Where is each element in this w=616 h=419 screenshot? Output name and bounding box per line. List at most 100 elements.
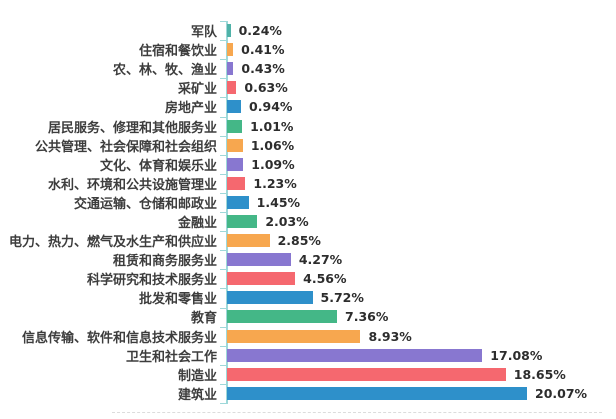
plot-cell: 8.93% [227, 327, 616, 346]
bar-4[interactable] [227, 81, 237, 95]
chart-row: 卫生和社会工作 17.08% [0, 346, 616, 365]
bar-16[interactable] [227, 310, 337, 324]
bar-3[interactable] [227, 62, 234, 76]
chart-row: 公共管理、社会保障和社会组织 1.06% [0, 136, 616, 155]
category-label: 水利、环境和公共设施管理业 [47, 177, 217, 193]
axis-tick [220, 155, 226, 156]
category-label: 建筑业 [177, 387, 217, 403]
value-label: 1.06% [250, 137, 295, 153]
plot-cell: 0.41% [227, 40, 616, 59]
chart-row: 交通运输、仓储和邮政业 1.45% [0, 193, 616, 212]
bar-10[interactable] [227, 195, 249, 209]
category-label: 文化、体育和娱乐业 [99, 158, 217, 174]
chart-row: 建筑业 20.07% [0, 384, 616, 403]
axis-tick [220, 365, 226, 366]
bar-15[interactable] [227, 291, 313, 305]
plot-cell: 1.09% [227, 155, 616, 174]
category-label: 军队 [190, 25, 217, 41]
plot-cell: 4.56% [227, 269, 616, 288]
chart-row: 水利、环境和公共设施管理业 1.23% [0, 174, 616, 193]
category-axis-line [226, 21, 228, 404]
axis-tick [220, 78, 226, 79]
bar-12[interactable] [227, 234, 270, 248]
chart-row: 批发和零售业 5.72% [0, 288, 616, 307]
axis-tick [220, 250, 226, 251]
axis-tick [220, 403, 226, 404]
axis-tick [220, 231, 226, 232]
bar-7[interactable] [227, 138, 243, 152]
value-label: 4.56% [303, 271, 347, 287]
chart-rows: 军队 0.24% 住宿和餐饮业 0.41% 农、林、牧、渔业 0.43% 采矿业 0.63% 房… [0, 21, 616, 403]
bar-6[interactable] [227, 119, 243, 133]
bar-9[interactable] [227, 176, 246, 190]
plot-cell: 1.01% [227, 116, 616, 135]
chart-row: 科学研究和技术服务业 4.56% [0, 269, 616, 288]
plot-cell: 0.43% [227, 59, 616, 78]
category-label: 居民服务、修理和其他服务业 [47, 120, 217, 136]
category-label: 批发和零售业 [138, 292, 217, 308]
bar-17[interactable] [227, 329, 361, 343]
chart-row: 住宿和餐饮业 0.41% [0, 40, 616, 59]
bar-5[interactable] [227, 100, 242, 114]
bar-13[interactable] [227, 253, 291, 267]
value-label: 5.72% [320, 290, 364, 306]
value-label: 1.23% [253, 175, 297, 191]
value-label: 8.93% [368, 328, 412, 344]
bar-8[interactable] [227, 157, 244, 171]
plot-cell: 2.03% [227, 212, 616, 231]
value-label: 1.09% [251, 156, 295, 172]
bar-2[interactable] [227, 43, 234, 57]
category-label: 信息传输、软件和信息技术服务业 [21, 330, 217, 346]
category-label: 房地产业 [164, 101, 217, 117]
category-label: 金融业 [177, 215, 217, 231]
plot-cell: 18.65% [227, 365, 616, 384]
value-label: 18.65% [513, 366, 566, 382]
plot-cell: 4.27% [227, 250, 616, 269]
axis-tick [220, 212, 226, 213]
axis-tick [220, 327, 226, 328]
axis-tick [220, 346, 226, 347]
chart-row: 房地产业 0.94% [0, 97, 616, 116]
plot-cell: 17.08% [227, 346, 616, 365]
plot-cell: 0.24% [227, 21, 616, 40]
axis-tick [220, 288, 226, 289]
value-label: 0.94% [249, 99, 293, 115]
bar-19[interactable] [227, 367, 506, 381]
bar-18[interactable] [227, 348, 483, 362]
plot-cell: 2.85% [227, 231, 616, 250]
category-label: 住宿和餐饮业 [138, 44, 217, 60]
chart-row: 军队 0.24% [0, 21, 616, 40]
plot-cell: 5.72% [227, 288, 616, 307]
value-label: 1.45% [256, 194, 301, 210]
chart-row: 金融业 2.03% [0, 212, 616, 231]
chart-row: 采矿业 0.63% [0, 78, 616, 97]
chart-row: 电力、热力、燃气及水生产和供应业 2.85% [0, 231, 616, 250]
plot-cell: 1.45% [227, 193, 616, 212]
axis-tick [220, 40, 226, 41]
bar-20[interactable] [227, 386, 527, 400]
axis-tick [220, 174, 226, 175]
category-label: 采矿业 [177, 82, 217, 98]
bottom-gridline [112, 412, 602, 413]
category-label: 交通运输、仓储和邮政业 [73, 196, 217, 212]
axis-tick [220, 193, 226, 194]
category-label: 科学研究和技术服务业 [86, 273, 217, 289]
axis-tick [220, 384, 226, 385]
plot-cell: 7.36% [227, 307, 616, 326]
axis-tick [220, 269, 226, 270]
axis-tick [220, 308, 226, 309]
value-label: 1.01% [250, 118, 294, 134]
axis-tick [220, 117, 226, 118]
category-label: 农、林、牧、渔业 [112, 63, 217, 79]
axis-tick [220, 97, 226, 98]
chart-row: 居民服务、修理和其他服务业 1.01% [0, 116, 616, 136]
bar-14[interactable] [227, 272, 296, 286]
chart-row: 信息传输、软件和信息技术服务业 8.93% [0, 327, 616, 346]
value-label: 0.43% [241, 61, 285, 77]
bar-11[interactable] [227, 214, 258, 228]
bar-1[interactable] [227, 24, 231, 38]
plot-cell: 1.06% [227, 136, 616, 155]
axis-tick [220, 136, 226, 137]
value-label: 0.41% [241, 42, 285, 58]
axis-tick [220, 59, 226, 60]
